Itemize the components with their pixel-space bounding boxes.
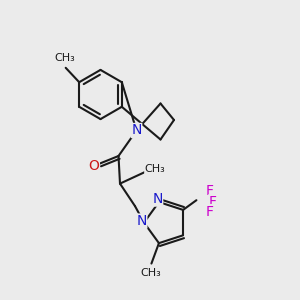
Text: F: F xyxy=(209,195,217,209)
Text: F: F xyxy=(206,205,214,219)
Text: N: N xyxy=(152,192,163,206)
Text: CH₃: CH₃ xyxy=(145,164,166,174)
Text: F: F xyxy=(206,184,214,198)
Text: N: N xyxy=(136,214,147,228)
Text: O: O xyxy=(88,160,99,173)
Text: CH₃: CH₃ xyxy=(54,53,75,63)
Text: N: N xyxy=(131,124,142,137)
Text: CH₃: CH₃ xyxy=(140,268,161,278)
